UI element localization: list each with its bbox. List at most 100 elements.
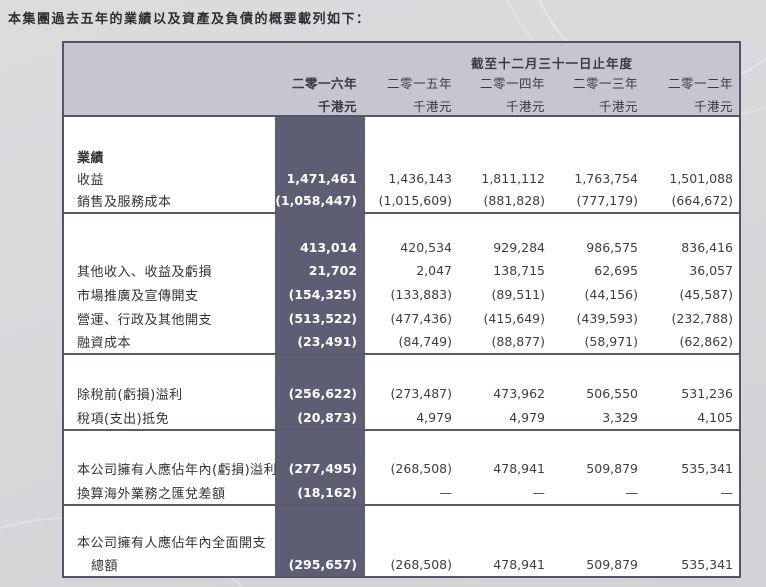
cell-year-1: (277,495) [288,460,357,476]
table-rows: 業績收益 1,471,461 1,436,143 1,811,112 1,763,754… [64,117,739,576]
table-row: 收益 1,471,461 1,436,143 1,811,112 1,763,754 1,… [64,167,739,189]
cell-year-3: 1,811,112 [481,170,545,186]
row-label: 換算海外業務之匯兌差額 [77,486,226,502]
row-label: 稅項(支出)抵免 [77,411,170,427]
cell-year-2: (268,508) [390,556,452,572]
cell-year-5: — [720,484,734,500]
row-spacer [64,506,739,530]
column-year-2: 二零一五年 [386,76,452,91]
cell-year-1: 21,702 [308,263,357,278]
cell-year-5: 836,416 [681,240,733,255]
table-row: 業績 [64,145,739,167]
cell-year-4: 506,550 [586,385,638,401]
cell-year-2: 1,436,143 [388,170,452,186]
cell-year-3: (88,877) [491,334,546,349]
column-unit-1: 千港元 [317,99,357,114]
cell-year-2: (477,436) [390,310,452,326]
cell-year-4: 3,329 [602,409,638,425]
table-row: 換算海外業務之匯兌差額 (18,162) — — — — [64,480,739,504]
cell-year-1: (295,657) [288,556,357,572]
row-label: 其他收入、收益及虧損 [77,265,213,280]
cell-year-2: (1,015,609) [378,193,452,208]
cell-year-4: 509,879 [586,556,638,572]
cell-year-1: (513,522) [288,310,357,326]
cell-year-4: 986,575 [586,240,638,255]
row-label: 營運、行政及其他開支 [77,312,213,328]
cell-year-2: 420,534 [400,240,452,255]
table-row: 銷售及服務成本 (1,058,447) (1,015,609) (881,828) (7… [64,189,739,212]
cell-year-5: 1,501,088 [669,170,733,186]
table-row: 總額 (295,657) (268,508) 478,941 509,879 535,34… [64,552,739,576]
cell-year-2: 4,979 [416,409,452,425]
column-year-1: 二零一六年 [291,76,357,91]
row-label: 市場推廣及宣傳開支 [77,288,199,304]
row-spacer [64,431,739,456]
cell-year-2: (273,487) [390,385,452,401]
cell-year-2: (268,508) [390,460,452,476]
cell-year-2: — [439,484,453,500]
row-label: 收益 [77,172,105,188]
row-spacer [64,355,739,381]
cell-year-4: 1,763,754 [574,170,638,186]
cell-year-4: 509,879 [586,460,638,476]
cell-year-5: (232,788) [671,310,733,326]
cell-year-1: (18,162) [297,484,357,500]
cell-year-4: (58,971) [584,334,639,349]
row-spacer [64,214,739,236]
column-year-4: 二零一三年 [572,76,638,91]
cell-year-3: 929,284 [493,240,545,255]
cell-year-4: (777,179) [576,193,638,208]
table-row: 稅項(支出)抵免 (20,873) 4,979 4,979 3,329 4,105 [64,405,739,429]
highlight-band-2016 [275,117,365,576]
column-year-5: 二零一二年 [667,76,733,91]
intro-text: 本集團過去五年的業績以及資產及負債的概要載列如下： [8,12,371,27]
cell-year-5: (664,672) [671,193,733,208]
cell-year-5: 36,057 [689,263,733,278]
cell-year-1: 1,471,461 [286,170,357,186]
table-row: 融資成本 (23,491) (84,749) (88,877) (58,971) (62,… [64,330,739,353]
cell-year-5: 535,341 [681,556,733,572]
cell-year-1: (256,622) [288,385,357,401]
section-divider [64,212,739,214]
column-year-3: 二零一四年 [479,76,545,91]
cell-year-3: — [532,484,546,500]
period-title: 截至十二月三十一日止年度 [470,56,633,71]
cell-year-3: 478,941 [493,460,545,476]
table-row: 其他收入、收益及虧損 21,702 2,047 138,715 62,695 36,057 [64,259,739,282]
cell-year-5: 4,105 [697,409,733,425]
column-unit-2: 千港元 [412,99,452,114]
cell-year-2: 2,047 [416,263,452,278]
row-label: 總額 [91,558,119,574]
column-unit-3: 千港元 [505,99,545,114]
row-label: 除稅前(虧損)溢利 [77,387,183,403]
cell-year-2: (84,749) [398,334,453,349]
column-unit-4: 千港元 [598,99,638,114]
cell-year-3: 4,979 [509,409,545,425]
cell-year-3: 478,941 [493,556,545,572]
cell-year-5: (45,587) [679,286,734,302]
cell-year-5: 535,341 [681,460,733,476]
table-row: 除稅前(虧損)溢利 (256,622) (273,487) 473,962 506,55… [64,381,739,405]
table-body: 業績收益 1,471,461 1,436,143 1,811,112 1,763,754… [64,117,739,576]
cell-year-4: — [625,484,639,500]
row-label: 本公司擁有人應佔年內全面開支 [77,535,267,551]
table-row: 營運、行政及其他開支 (513,522) (477,436) (415,649) (43… [64,306,739,330]
cell-year-4: (439,593) [576,310,638,326]
table-row: 本公司擁有人應佔年內全面開支 [64,530,739,552]
cell-year-1: (20,873) [297,409,357,425]
cell-year-4: (44,156) [584,286,639,302]
cell-year-1: (23,491) [297,334,357,349]
cell-year-1: (154,325) [288,286,357,302]
cell-year-1: (1,058,447) [275,193,357,208]
cell-year-3: 138,715 [493,263,545,278]
table-header: 截至十二月三十一日止年度 二零一六年千港元 二零一五年千港元 二零一四年千港元 二零一… [64,43,739,117]
row-label: 融資成本 [77,336,132,351]
cell-year-3: (415,649) [483,310,545,326]
row-label: 本公司擁有人應佔年內(虧損)溢利 [77,462,278,478]
table-row: 市場推廣及宣傳開支 (154,325) (133,883) (89,511) (44,1… [64,282,739,306]
cell-year-1: 413,014 [300,240,357,255]
cell-year-4: 62,695 [594,263,638,278]
section-divider [64,429,739,431]
cell-year-2: (133,883) [390,286,452,302]
row-label: 銷售及服務成本 [77,195,172,210]
